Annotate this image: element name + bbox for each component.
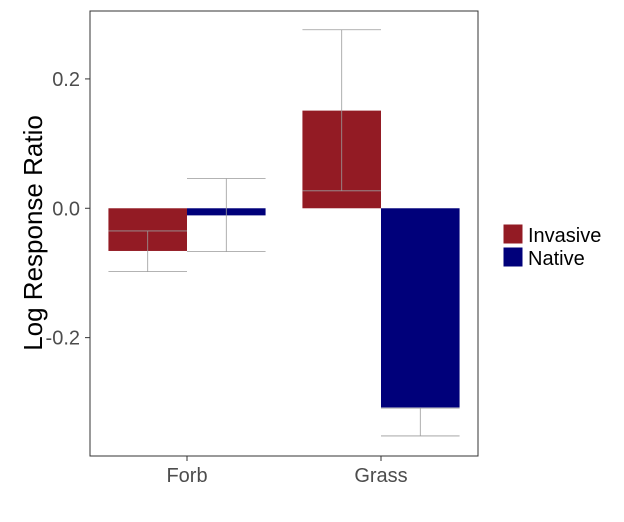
bars-layer (108, 110, 460, 408)
error-bar-native-forb (187, 178, 266, 253)
legend-key-invasive (502, 223, 524, 245)
x-axis: Forb Grass (166, 456, 408, 487)
x-tick-label-grass: Grass (354, 465, 407, 487)
y-tick-label: 0.2 (52, 69, 80, 91)
bar-native-grass (381, 208, 460, 408)
legend-item-native: Native (502, 246, 585, 270)
y-axis-title: Log Response Ratio (18, 115, 48, 351)
y-tick-label: 0.0 (52, 198, 80, 220)
y-tick-label: -0.2 (46, 328, 80, 350)
legend-item-invasive: Invasive (502, 223, 601, 247)
error-bar-invasive-grass (302, 29, 381, 192)
legend-key-native (502, 246, 524, 268)
x-tick-label-forb: Forb (166, 465, 207, 487)
error-bars-layer (108, 29, 460, 437)
legend-label-invasive: Invasive (528, 225, 601, 247)
legend-label-native: Native (528, 248, 585, 270)
y-axis: 0.2 0.0 -0.2 (46, 69, 90, 350)
error-bar-native-grass (381, 407, 460, 437)
error-bar-invasive-forb (108, 230, 187, 273)
